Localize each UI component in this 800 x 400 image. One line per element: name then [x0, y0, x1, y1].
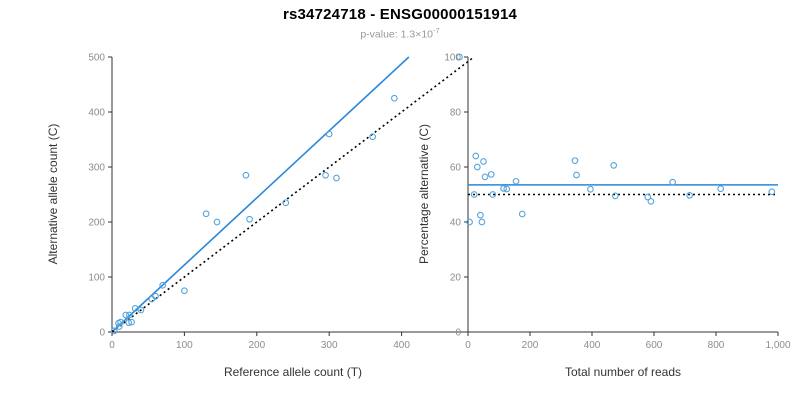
data-point	[647, 198, 655, 205]
data-point	[126, 311, 133, 319]
data-point	[481, 173, 489, 181]
data-point	[477, 211, 484, 219]
data-point	[128, 318, 135, 326]
data-point	[470, 191, 478, 198]
y-tick-label: 200	[88, 218, 105, 229]
data-point	[466, 218, 473, 226]
data-point	[115, 323, 123, 330]
data-point	[181, 287, 188, 295]
y-axis-title: Alternative allele count (C)	[46, 124, 60, 265]
p-value-label: p-value:	[360, 28, 401, 41]
x-tick-label: 1,000	[765, 340, 790, 351]
y-tick-label: 500	[88, 53, 105, 64]
y-tick-label: 0	[455, 328, 461, 339]
y-axis-title: Percentage alternative (C)	[417, 124, 431, 264]
x-tick-label: 0	[465, 340, 471, 351]
y-tick-label: 100	[444, 53, 461, 64]
y-tick-label: 300	[88, 163, 105, 174]
data-point	[611, 192, 619, 200]
data-point	[282, 199, 290, 207]
data-point	[242, 171, 250, 179]
y-tick-label: 80	[450, 108, 462, 119]
data-point	[325, 130, 333, 138]
x-axis-title: Total number of reads	[565, 365, 681, 379]
data-point	[480, 158, 487, 165]
data-point	[159, 281, 167, 289]
identity-line	[111, 56, 475, 333]
data-point	[610, 162, 618, 169]
data-point	[391, 94, 398, 102]
percentage-scatter: 0 200 400 600 800 1,000 0 20 40 60 80 100 Total numb…	[417, 53, 791, 380]
data-point	[369, 133, 376, 141]
data-point	[478, 218, 486, 226]
p-value-exponent: -7	[433, 26, 440, 35]
data-point	[518, 210, 526, 218]
data-point	[487, 171, 495, 178]
data-point	[500, 185, 508, 192]
data-point	[503, 185, 511, 193]
regression-line	[111, 56, 410, 333]
data-point	[571, 157, 579, 165]
y-tick-label: 60	[450, 163, 462, 174]
x-tick-label: 200	[522, 340, 539, 351]
y-tick-label: 400	[88, 108, 105, 119]
data-point	[110, 327, 118, 335]
x-tick-label: 0	[109, 340, 115, 351]
data-point	[512, 177, 520, 185]
data-point	[117, 318, 125, 326]
data-point	[333, 174, 340, 182]
data-point	[489, 191, 497, 198]
figure-header: rs34724718 - ENSG00000151914 p-value: 1.…	[0, 6, 800, 41]
data-point	[644, 193, 652, 201]
y-tick-label: 100	[88, 273, 105, 284]
x-axis-title: Reference allele count (T)	[224, 365, 362, 379]
p-value-mantissa: 1.3	[400, 28, 416, 41]
data-point	[246, 215, 253, 223]
data-point	[202, 210, 210, 218]
data-point	[213, 218, 221, 226]
y-tick-label: 0	[99, 328, 105, 339]
data-point	[322, 171, 329, 179]
data-point	[131, 305, 139, 312]
x-tick-label: 300	[321, 340, 338, 351]
data-point	[456, 53, 463, 61]
x-tick-label: 400	[584, 340, 601, 351]
p-value-subtitle: p-value: 1.3×10-7	[0, 26, 800, 41]
data-point	[768, 188, 776, 196]
data-point	[152, 292, 159, 300]
x-tick-label: 100	[176, 340, 193, 351]
data-point	[125, 319, 133, 327]
x-tick-label: 200	[248, 340, 265, 351]
data-point	[473, 163, 481, 171]
data-point	[472, 152, 480, 160]
x-tick-label: 400	[393, 340, 410, 351]
data-point	[122, 311, 130, 319]
figure-title: rs34724718 - ENSG00000151914	[282, 6, 518, 23]
y-tick-label: 40	[450, 218, 462, 229]
data-point	[686, 191, 694, 199]
data-point	[669, 178, 676, 186]
p-value-times-base: ×10	[415, 28, 434, 41]
data-point	[573, 171, 580, 179]
data-point	[137, 306, 145, 314]
x-tick-label: 800	[708, 340, 725, 351]
data-point	[717, 185, 725, 193]
x-tick-label: 600	[646, 340, 663, 351]
data-point	[587, 185, 594, 193]
y-tick-label: 20	[450, 273, 462, 284]
